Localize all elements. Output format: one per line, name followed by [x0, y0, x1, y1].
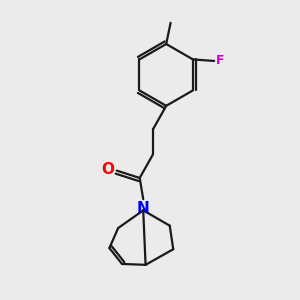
Text: N: N [137, 201, 150, 216]
Text: O: O [101, 162, 114, 177]
Text: F: F [216, 54, 224, 68]
